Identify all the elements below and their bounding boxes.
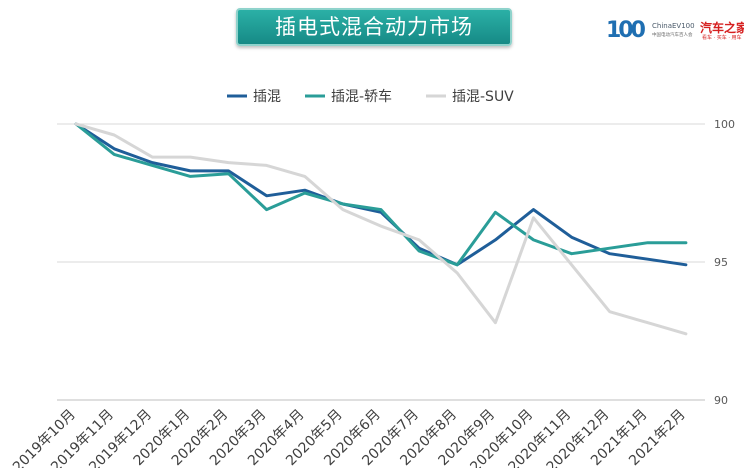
chart-title: 插电式混合动力市场 (236, 8, 512, 46)
series-line (74, 122, 688, 267)
legend-label: 插混 (253, 89, 281, 105)
legend-label: 插混-SUV (452, 89, 514, 105)
brand-name-en: ChinaEV100 (652, 22, 695, 30)
partner-slogan: 看车 · 买车 · 用车 (702, 35, 742, 41)
x-tick-labels: 2019年10月2019年11月2019年12月2020年1月2020年2月20… (10, 407, 689, 468)
brand-logo: 100 ChinaEV100 中国电动汽车百人会 汽车之家 看车 · 买车 · … (606, 18, 744, 46)
partner-logo: 汽车之家 (700, 21, 744, 35)
legend: 插混 插混-轿车 插混-SUV (227, 88, 514, 105)
series-line (74, 122, 688, 336)
series-lines (74, 122, 688, 336)
y-tick-labels: 90 95 100 (714, 118, 735, 407)
brand-number: 100 (606, 18, 646, 43)
grid-lines (57, 123, 705, 401)
y-tick-label: 95 (714, 256, 728, 269)
y-tick-label: 100 (714, 118, 735, 131)
brand-name-cn: 中国电动汽车百人会 (652, 33, 693, 38)
series-line (74, 122, 688, 267)
y-tick-label: 90 (714, 394, 728, 407)
legend-label: 插混-轿车 (331, 88, 392, 105)
